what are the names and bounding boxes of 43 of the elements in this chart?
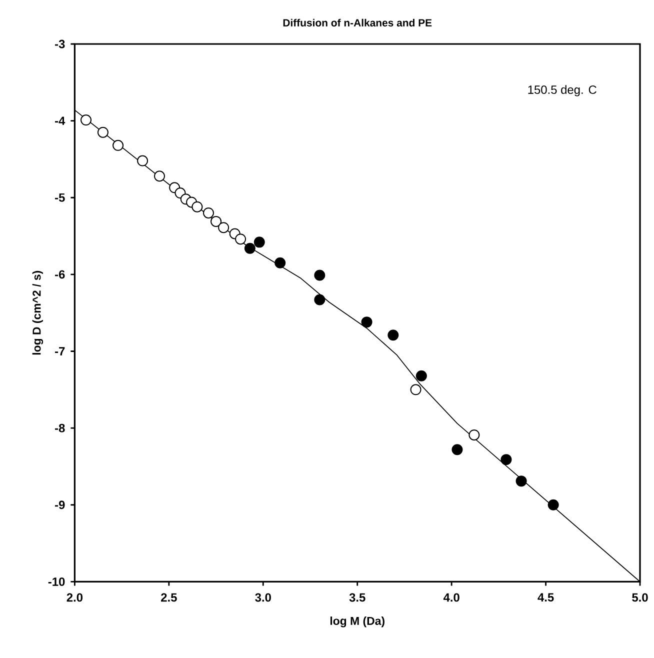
x-axis-title: log M (Da) xyxy=(330,616,384,628)
point xyxy=(254,236,265,248)
x-tick-label: 3.5 xyxy=(349,593,366,602)
y-tick-label: -6 xyxy=(55,270,65,279)
point xyxy=(452,444,463,456)
point xyxy=(314,270,326,281)
y-tick-label: -4 xyxy=(55,116,66,125)
point xyxy=(210,216,222,227)
y-tick-label: -8 xyxy=(55,424,65,432)
y-tick-label: -5 xyxy=(55,193,65,202)
annotation: 150.5 deg. C xyxy=(528,85,596,96)
point xyxy=(202,207,214,218)
point xyxy=(361,316,372,328)
point xyxy=(97,126,108,138)
x-tick-label: 4.0 xyxy=(443,593,460,602)
y-tick-label: -3 xyxy=(55,40,65,48)
point xyxy=(516,476,527,487)
x-tick-label: 2.0 xyxy=(66,593,83,602)
point xyxy=(218,222,230,234)
point xyxy=(548,499,559,510)
point xyxy=(468,429,480,440)
point xyxy=(112,140,124,151)
point xyxy=(80,114,92,126)
chart-title: Diffusion of n-Alkanes and PE xyxy=(283,18,432,27)
y-tick-label: -10 xyxy=(48,577,65,586)
x-tick-label: 4.5 xyxy=(538,593,554,602)
point xyxy=(154,170,165,182)
point xyxy=(192,201,203,212)
y-tick-label: -7 xyxy=(55,347,65,356)
point xyxy=(500,454,512,466)
point xyxy=(235,234,246,245)
y-tick-label: -9 xyxy=(55,500,65,510)
point xyxy=(244,242,256,254)
x-tick-label: 2.5 xyxy=(161,593,177,602)
point xyxy=(416,370,427,382)
x-tick-label: 5.0 xyxy=(632,593,648,602)
point xyxy=(274,257,286,268)
point xyxy=(137,155,148,166)
point xyxy=(410,384,422,396)
y-axis-title: log D (cm^2 / s) xyxy=(32,270,44,355)
point xyxy=(388,330,399,341)
x-tick-label: 3.0 xyxy=(255,593,271,602)
point xyxy=(314,294,326,306)
